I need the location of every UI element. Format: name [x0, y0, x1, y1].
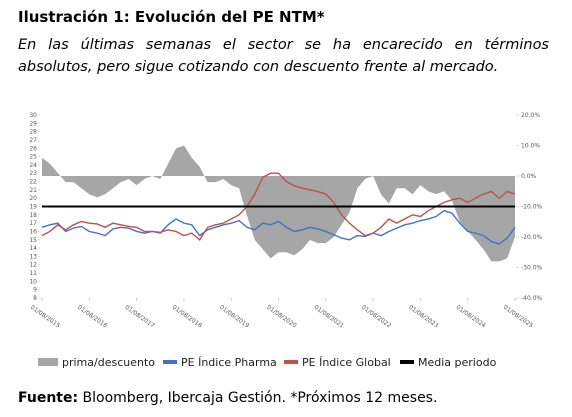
y-tick-label: 30: [29, 112, 37, 119]
y2-tick-label: -30.0%: [521, 265, 543, 272]
y2-tick-label: -40.0%: [521, 295, 543, 302]
legend-label: Media periodo: [418, 356, 497, 369]
legend-label: prima/descuento: [62, 356, 155, 369]
legend-label: PE Índice Pharma: [181, 356, 277, 369]
line: [41, 209, 516, 245]
x-tick-label: 01/08/2021: [313, 304, 345, 330]
x-tick-label: 01/08/2022: [360, 304, 392, 330]
y2-tick-label: -10.0%: [521, 204, 543, 211]
y-tick-label: 23: [29, 170, 37, 177]
y-tick-label: 24: [29, 162, 37, 169]
y-tick-label: 25: [29, 154, 37, 161]
title: Ilustración 1: Evolución del PE NTM*: [18, 8, 325, 26]
x-tick-label: 01/08/2016: [76, 304, 108, 330]
source: Fuente: Bloomberg, Ibercaja Gestión. *Pr…: [18, 390, 437, 406]
y-tick-label: 22: [29, 179, 37, 186]
y2-tick-label: 20.0%: [521, 112, 540, 119]
y2-tick-label: -20.0%: [521, 234, 543, 241]
y-tick-label: 28: [29, 129, 37, 136]
y-tick-label: 14: [29, 245, 37, 252]
x-tick-label: 01/08/2015: [29, 304, 61, 330]
y-tick-label: 9: [33, 287, 37, 294]
y2-tick-label: 10.0%: [521, 143, 540, 150]
source-text: Bloomberg, Ibercaja Gestión. *Próximos 1…: [82, 390, 438, 406]
y-tick-label: 16: [29, 228, 37, 235]
y-tick-label: 12: [29, 262, 37, 269]
x-tick-label: 01/08/2018: [171, 304, 203, 330]
y-tick-label: 21: [29, 187, 37, 194]
y-tick-label: 8: [33, 295, 37, 302]
legend-label: PE Índice Global: [302, 356, 391, 369]
y-tick-label: 27: [29, 137, 37, 144]
y-tick-label: 11: [29, 270, 37, 277]
y-tick-label: 19: [29, 204, 37, 211]
x-tick-label: 01/08/2019: [218, 304, 250, 330]
y-tick-label: 10: [29, 278, 37, 285]
y-tick-label: 17: [29, 220, 37, 227]
x-tick-label: 01/08/2020: [265, 304, 297, 330]
source-label: Fuente:: [18, 390, 79, 406]
y-tick-label: 13: [29, 253, 37, 260]
x-tick-label: 01/08/2024: [455, 304, 487, 330]
area: [42, 145, 515, 262]
legend-swatch: [38, 358, 58, 366]
y2-tick-label: 0.0%: [521, 173, 537, 180]
x-tick-label: 01/08/2025: [502, 304, 534, 330]
x-tick-label: 01/08/2023: [407, 304, 439, 330]
y-tick-label: 29: [29, 120, 37, 127]
y-tick-label: 20: [29, 195, 37, 202]
x-tick-label: 01/08/2017: [123, 304, 155, 330]
y-tick-label: 26: [29, 145, 37, 152]
y-tick-label: 18: [29, 212, 37, 219]
y-tick-label: 15: [29, 237, 37, 244]
subtitle: En las últimas semanas el sector se ha e…: [18, 37, 549, 75]
